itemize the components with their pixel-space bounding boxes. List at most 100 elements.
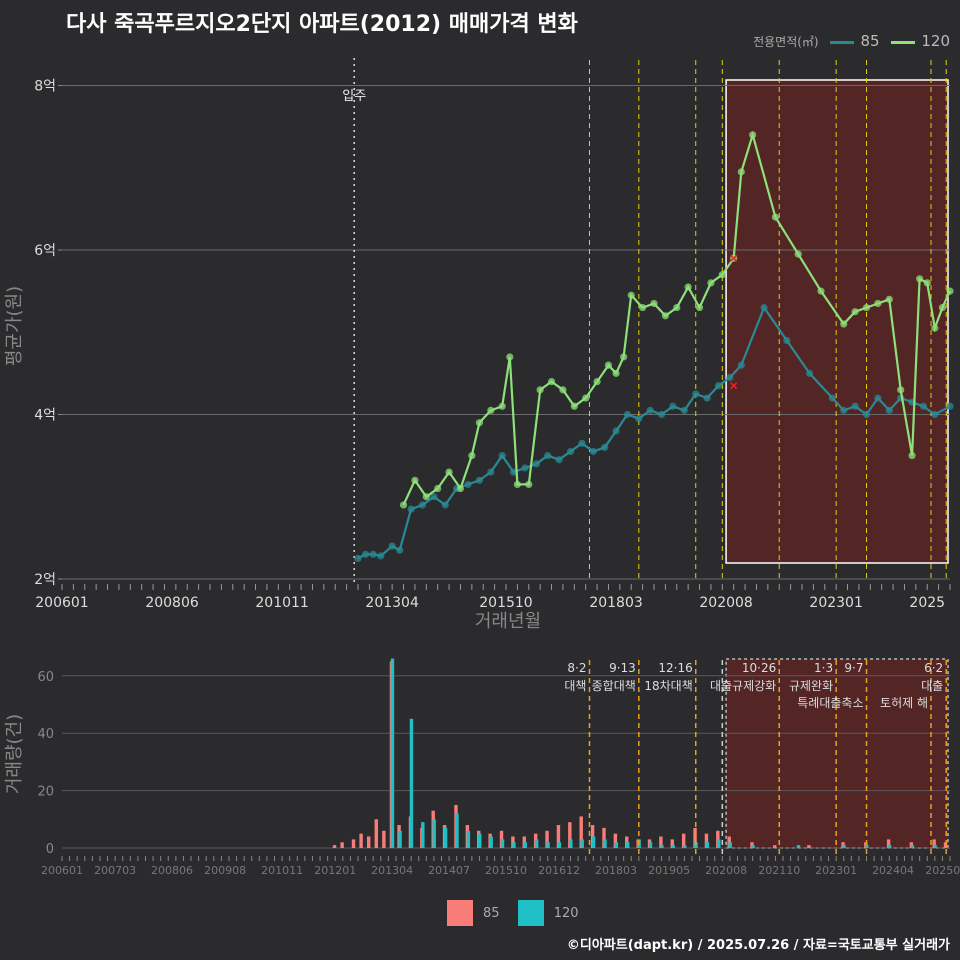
policy-date-label: 6·2 bbox=[924, 661, 943, 675]
data-point-85 bbox=[396, 546, 404, 554]
bar-85 bbox=[340, 842, 344, 848]
y-tick-label: 4억 bbox=[34, 408, 56, 424]
y-tick-label: 6억 bbox=[34, 243, 56, 259]
policy-date-label: 9·7 bbox=[844, 661, 863, 675]
policy-date-label: 1·3 bbox=[814, 661, 833, 675]
bar-85 bbox=[351, 839, 356, 848]
data-point-85 bbox=[418, 501, 427, 509]
data-point-120 bbox=[874, 299, 882, 308]
data-point-85 bbox=[388, 542, 396, 550]
bar-120 bbox=[933, 845, 937, 848]
bar-120 bbox=[648, 842, 653, 848]
data-point-120 bbox=[620, 353, 628, 361]
bar-85 bbox=[556, 825, 561, 848]
data-point-120 bbox=[938, 303, 947, 312]
bar-120 bbox=[626, 842, 630, 848]
x-tick-label: 2025 bbox=[909, 595, 945, 611]
x-tick-label: 202301 bbox=[809, 595, 862, 611]
bar-120 bbox=[728, 842, 732, 848]
x-tick-label-bottom: 201905 bbox=[648, 864, 690, 877]
bar-85 bbox=[568, 822, 572, 848]
data-point-85 bbox=[635, 415, 643, 423]
bar-85 bbox=[932, 839, 936, 848]
bar-120 bbox=[694, 842, 698, 848]
data-point-120 bbox=[718, 271, 726, 279]
bar-120 bbox=[580, 839, 584, 848]
y-tick-label-bottom: 40 bbox=[37, 727, 54, 742]
bar-120 bbox=[660, 845, 664, 848]
data-point-85 bbox=[657, 410, 666, 419]
data-point-85 bbox=[851, 402, 859, 410]
data-point-85 bbox=[737, 361, 745, 369]
data-point-85 bbox=[680, 406, 688, 414]
bar-120 bbox=[398, 830, 402, 848]
data-point-120 bbox=[695, 303, 704, 312]
y-tick-label-bottom: 0 bbox=[46, 842, 54, 857]
x-tick-label: 201510 bbox=[479, 595, 532, 611]
bar-85 bbox=[613, 833, 618, 848]
data-point-85 bbox=[783, 336, 791, 345]
x-tick-label-bottom: 202110 bbox=[758, 864, 800, 877]
bar-85 bbox=[807, 845, 811, 848]
x-tick-label: 201803 bbox=[589, 595, 642, 611]
bar-120 bbox=[751, 845, 755, 848]
legend-line-85-icon bbox=[830, 41, 855, 44]
legend-swatch-120-icon bbox=[517, 900, 544, 926]
bar-85 bbox=[382, 830, 386, 848]
data-point-85 bbox=[589, 447, 597, 456]
legend-title: 전용면적(㎡) bbox=[753, 35, 819, 49]
x-tick-label-bottom: 202404 bbox=[872, 864, 914, 877]
data-point-120 bbox=[908, 452, 916, 460]
data-point-85 bbox=[885, 406, 893, 414]
source-caption: ©디아파트(dapt.kr) / 2025.07.26 / 자료=국토교통부 실… bbox=[566, 938, 950, 953]
data-point-120 bbox=[498, 402, 506, 410]
legend-bottom-label-120: 120 bbox=[553, 905, 579, 921]
bar-120 bbox=[455, 813, 459, 848]
y-tick-label: 8억 bbox=[34, 79, 56, 95]
data-point-120 bbox=[794, 250, 802, 258]
data-point-85 bbox=[369, 550, 377, 558]
data-point-85 bbox=[441, 501, 449, 509]
data-point-85 bbox=[805, 369, 814, 377]
x-tick-label-bottom: 201803 bbox=[595, 864, 637, 877]
data-point-120 bbox=[506, 353, 514, 361]
data-point-85 bbox=[714, 382, 723, 390]
data-point-120 bbox=[840, 320, 848, 328]
y-tick-label-bottom: 60 bbox=[37, 670, 54, 685]
bar-120 bbox=[478, 833, 482, 848]
bar-85 bbox=[886, 839, 891, 848]
data-point-85 bbox=[946, 402, 954, 410]
data-point-85 bbox=[623, 410, 632, 419]
data-point-85 bbox=[544, 452, 552, 460]
data-point-120 bbox=[771, 213, 780, 221]
data-point-85 bbox=[760, 303, 768, 312]
bar-120 bbox=[865, 845, 869, 848]
data-point-85 bbox=[361, 550, 370, 558]
bar-120 bbox=[557, 842, 562, 848]
x-tick-label-bottom: 201201 bbox=[314, 864, 356, 877]
data-point-85 bbox=[521, 464, 529, 472]
policy-text-label: 대출 bbox=[921, 679, 943, 693]
policy-text-label: 토허제 해 bbox=[880, 696, 928, 710]
bar-85 bbox=[359, 833, 363, 848]
bar-85 bbox=[659, 836, 663, 848]
bar-120 bbox=[466, 830, 471, 848]
data-point-85 bbox=[354, 554, 362, 563]
data-point-120 bbox=[650, 299, 658, 308]
legend-label-120: 120 bbox=[921, 32, 950, 50]
policy-text-label: 대책 bbox=[564, 678, 586, 693]
bar-120 bbox=[614, 842, 619, 848]
data-point-85 bbox=[931, 410, 939, 419]
bar-120 bbox=[489, 836, 493, 848]
data-point-85 bbox=[703, 394, 711, 402]
data-point-120 bbox=[487, 406, 495, 414]
x-axis-title: 거래년월 bbox=[475, 611, 541, 632]
data-point-120 bbox=[604, 361, 613, 369]
highlight-region-bottom bbox=[725, 658, 949, 849]
legend-bottom-label-85: 85 bbox=[483, 905, 500, 921]
chart-title: 다사 죽곡푸르지오2단지 아파트(2012) 매매가격 변화 bbox=[66, 12, 578, 37]
bar-120 bbox=[910, 845, 915, 848]
data-point-120 bbox=[456, 484, 465, 493]
data-point-120 bbox=[862, 303, 871, 312]
data-point-120 bbox=[434, 484, 442, 493]
